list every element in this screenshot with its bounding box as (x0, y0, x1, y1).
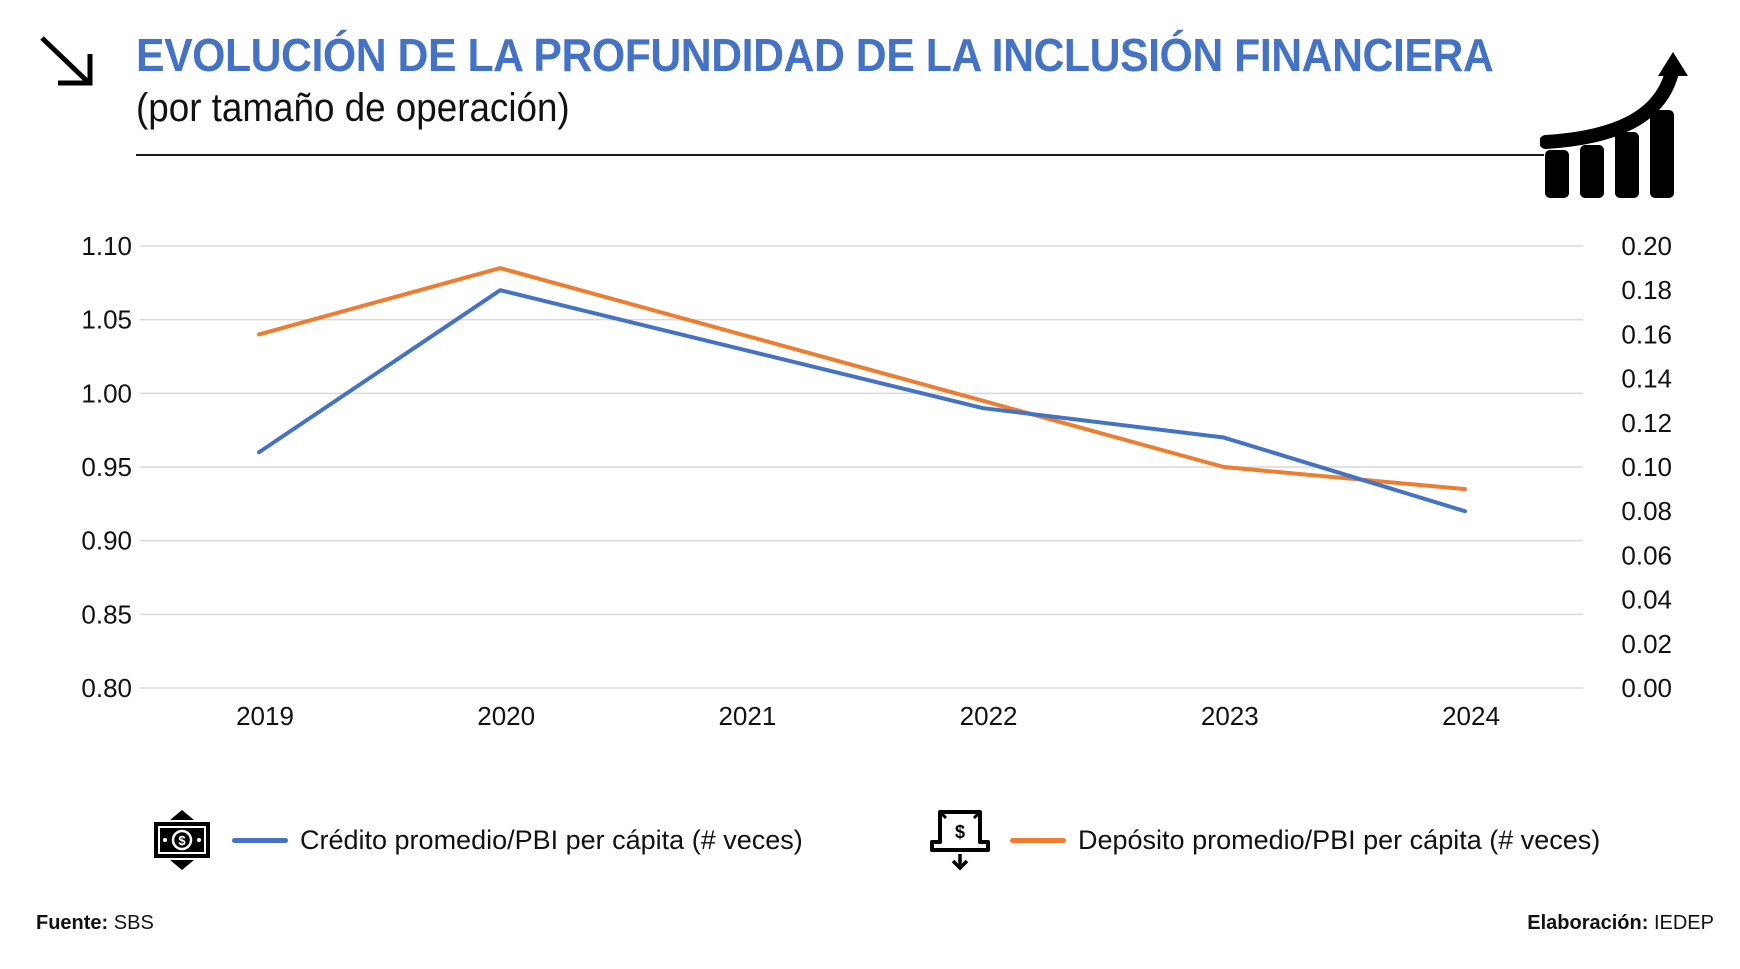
right-tick-label: 0.08 (1621, 496, 1672, 526)
source-value: SBS (113, 912, 154, 934)
left-tick-label: 1.05 (81, 305, 132, 335)
arrow-down-right-icon (40, 36, 93, 86)
right-tick-label: 0.02 (1621, 629, 1672, 659)
left-tick-label: 0.85 (81, 599, 132, 629)
cash-bill-icon: $ (154, 810, 210, 870)
source-note: Fuente: SBS (36, 912, 154, 935)
gridlines (140, 245, 1583, 689)
right-tick-label: 0.00 (1621, 673, 1672, 703)
right-axis: 0.00 0.02 0.04 0.06 0.08 0.10 0.12 0.14 0.16 0.18… (1621, 231, 1672, 703)
deposit-box-icon: $ (930, 810, 990, 871)
legend-swatch-deposit (1010, 837, 1066, 843)
x-tick-label: 2024 (1442, 701, 1500, 731)
left-tick-label: 0.90 (81, 526, 132, 556)
chart-title: EVOLUCIÓN DE LA PROFUNDIDAD DE LA INCLUS… (136, 29, 1494, 81)
left-tick-label: 0.80 (81, 673, 132, 703)
credits-value: IEDEP (1653, 912, 1714, 934)
legend-swatch-credit (232, 837, 288, 843)
left-tick-label: 0.95 (81, 452, 132, 482)
x-axis: 2019 2020 2021 2022 2023 2024 (236, 701, 1500, 731)
source-label: Fuente: (36, 912, 109, 934)
left-axis: 0.80 0.85 0.90 0.95 1.00 1.05 1.10 (81, 231, 132, 703)
right-tick-label: 0.16 (1621, 319, 1672, 349)
series (257, 266, 1467, 514)
left-tick-label: 1.00 (81, 378, 132, 408)
right-tick-label: 0.12 (1621, 408, 1672, 438)
right-tick-label: 0.14 (1621, 364, 1672, 394)
line-chart: 0.800.850.900.951.001.051.10 0.000.020.0… (81, 231, 1672, 731)
right-tick-label: 0.06 (1621, 540, 1672, 570)
x-tick-label: 2019 (236, 701, 294, 731)
credits-label: Elaboración: (1527, 912, 1649, 934)
x-tick-label: 2020 (477, 701, 535, 731)
right-tick-label: 0.04 (1621, 585, 1672, 615)
legend-label-deposit: Depósito promedio/PBI per cápita (# vece… (1078, 824, 1601, 855)
left-tick-label: 1.10 (81, 231, 132, 261)
growth-chart-icon (1540, 52, 1688, 198)
x-tick-label: 2022 (960, 701, 1018, 731)
chart-subtitle: (por tamaño de operación) (136, 86, 570, 130)
right-tick-label: 0.20 (1621, 231, 1672, 261)
legend-item-deposit: $ Depósito promedio/PBI per cápita (# ve… (928, 810, 1601, 871)
legend-item-credit: $ Crédito promedio/PBI per cápita (# vec… (150, 810, 803, 870)
credits-note: Elaboración: IEDEP (1527, 912, 1714, 935)
right-tick-label: 0.10 (1621, 452, 1672, 482)
svg-text:$: $ (955, 822, 965, 842)
x-tick-label: 2021 (718, 701, 776, 731)
series-line-credit (257, 288, 1467, 514)
right-tick-label: 0.18 (1621, 275, 1672, 305)
legend-label-credit: Crédito promedio/PBI per cápita (# veces… (300, 824, 803, 855)
x-tick-label: 2023 (1201, 701, 1259, 731)
svg-text:$: $ (178, 833, 186, 848)
series-line-deposit (257, 266, 1467, 492)
header-divider (136, 154, 1544, 156)
